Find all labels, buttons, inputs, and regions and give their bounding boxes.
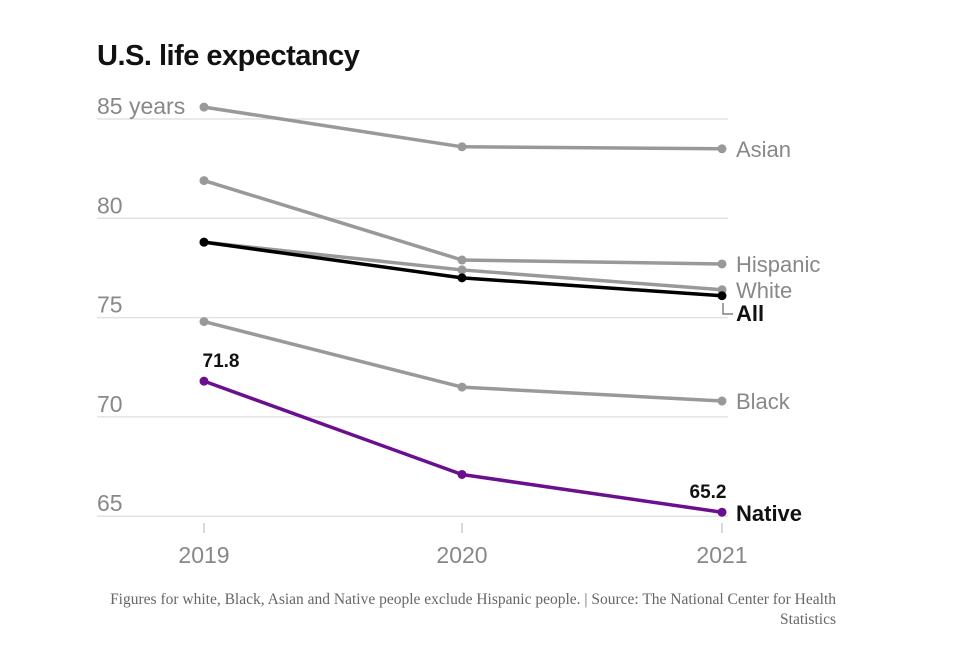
data-point-white bbox=[457, 265, 467, 275]
y-tick-label: 85 years bbox=[97, 93, 185, 119]
data-point-all bbox=[457, 273, 467, 283]
series-label-all: All bbox=[736, 301, 764, 326]
source-note: Figures for white, Black, Asian and Nati… bbox=[110, 591, 836, 628]
y-tick-label: 70 bbox=[97, 391, 123, 417]
data-point-black bbox=[457, 382, 467, 392]
data-label: 65.2 bbox=[690, 482, 727, 503]
data-point-asian bbox=[717, 144, 727, 154]
x-tick-label: 2019 bbox=[178, 542, 229, 568]
data-point-native bbox=[199, 376, 209, 386]
chart-title: U.S. life expectancy bbox=[97, 40, 360, 72]
y-tick-label: 75 bbox=[97, 292, 123, 318]
data-point-all bbox=[717, 291, 727, 301]
data-label: 71.8 bbox=[203, 351, 240, 372]
data-point-all bbox=[199, 237, 209, 247]
data-point-native bbox=[717, 507, 727, 517]
data-point-hispanic bbox=[457, 255, 467, 265]
x-tick-label: 2021 bbox=[696, 542, 747, 568]
series-label-hispanic: Hispanic bbox=[736, 252, 820, 277]
series-label-asian: Asian bbox=[736, 137, 791, 162]
series-line-native bbox=[203, 379, 723, 514]
y-tick-label: 80 bbox=[97, 192, 123, 218]
label-leader-line bbox=[722, 303, 733, 315]
series-label-black: Black bbox=[736, 389, 791, 414]
data-point-asian bbox=[457, 142, 467, 152]
series-label-native: Native bbox=[736, 501, 802, 526]
data-point-black bbox=[717, 396, 727, 406]
data-point-hispanic bbox=[717, 259, 727, 269]
data-point-asian bbox=[199, 102, 209, 112]
x-tick-label: 2020 bbox=[436, 542, 487, 568]
data-point-native bbox=[457, 469, 467, 479]
data-point-black bbox=[199, 317, 209, 327]
series-label-white: White bbox=[736, 278, 792, 303]
data-point-hispanic bbox=[199, 176, 209, 186]
y-tick-label: 65 bbox=[97, 490, 123, 516]
